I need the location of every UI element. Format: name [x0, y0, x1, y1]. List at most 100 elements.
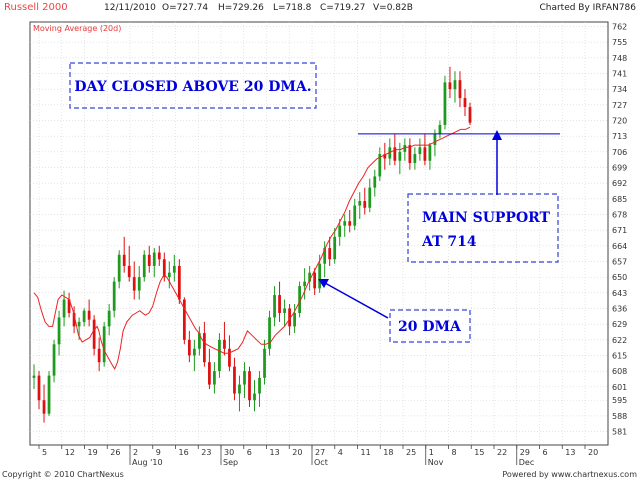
- y-tick-label: 622: [612, 336, 627, 345]
- grid: [30, 22, 608, 445]
- candle-body: [238, 384, 241, 394]
- candle-body: [57, 317, 61, 345]
- chart-date: 12/11/2010: [104, 3, 156, 13]
- candle-body: [378, 154, 382, 177]
- candle-body: [353, 205, 357, 226]
- y-tick-label: 734: [612, 85, 627, 94]
- x-tick-label: 1: [429, 448, 434, 457]
- candle-body: [223, 339, 226, 349]
- x-tick-label: 30: [224, 448, 234, 457]
- x-tick-label: 12: [65, 448, 75, 457]
- dma-arrow: [324, 282, 389, 319]
- candle-body: [323, 248, 327, 264]
- candle-body: [152, 252, 156, 266]
- chart-high: H=729.26: [218, 3, 264, 13]
- candle-body: [107, 310, 111, 327]
- candle-body: [318, 263, 322, 289]
- y-tick-label: 601: [612, 383, 627, 392]
- candle-body: [142, 254, 146, 278]
- candle-body: [263, 348, 266, 378]
- candle-body: [243, 371, 246, 385]
- candle-body: [368, 187, 372, 208]
- y-tick-label: 643: [612, 289, 627, 298]
- x-month-label: Nov: [428, 458, 444, 467]
- candle-body: [218, 339, 221, 372]
- chart-volume: V=0.82B: [373, 3, 413, 13]
- candle-body: [167, 272, 171, 278]
- day-closed-box: [69, 62, 317, 109]
- chart-low: L=718.8: [273, 3, 312, 13]
- x-tick-label: 23: [201, 448, 211, 457]
- candle-body: [47, 375, 51, 414]
- day-closed-label: DAY CLOSED ABOVE 20 DMA.: [74, 79, 311, 95]
- candle-body: [328, 248, 332, 260]
- candle-body: [137, 277, 141, 291]
- x-tick-label: 19: [88, 448, 98, 457]
- candle-body: [147, 254, 151, 266]
- candle-body: [192, 348, 196, 356]
- y-tick-label: 588: [612, 412, 627, 421]
- x-tick-label: 5: [42, 448, 47, 457]
- support-arrowhead: [492, 130, 502, 140]
- x-tick-label: 29: [520, 448, 530, 457]
- candle-body: [268, 317, 271, 349]
- candle-body: [453, 80, 457, 90]
- candle-body: [248, 371, 251, 401]
- x-tick-label: 22: [497, 448, 507, 457]
- candle-body: [273, 295, 276, 318]
- candle-body: [67, 299, 71, 313]
- y-tick-label: 727: [612, 101, 627, 110]
- x-month-label: Aug '10: [132, 458, 163, 467]
- y-tick-label: 608: [612, 367, 627, 376]
- candle-body: [233, 366, 236, 394]
- candle-body: [213, 371, 216, 385]
- candle-body: [428, 145, 432, 161]
- x-tick-label: 11: [361, 448, 371, 457]
- x-tick-label: 4: [338, 448, 343, 457]
- candle-body: [458, 80, 462, 99]
- candle-body: [333, 236, 337, 260]
- candle-body: [448, 82, 452, 90]
- candle-body: [403, 145, 407, 152]
- y-tick-label: 629: [612, 320, 627, 329]
- candle-body: [52, 344, 56, 376]
- powered-by: Powered by www.chartnexus.com: [502, 470, 637, 479]
- candle-body: [303, 281, 306, 287]
- x-tick-label: 8: [452, 448, 457, 457]
- y-tick-label: 699: [612, 163, 627, 172]
- candle-body: [157, 252, 161, 260]
- candle-body: [72, 312, 76, 327]
- candle-body: [293, 312, 296, 327]
- y-tick-label: 762: [612, 22, 627, 31]
- y-tick-label: 664: [612, 242, 627, 251]
- x-tick-label: 27: [315, 448, 325, 457]
- candle-body: [308, 272, 312, 282]
- candle-body: [208, 362, 211, 385]
- candle-body: [117, 254, 121, 282]
- main-support-label-2: AT 714: [421, 234, 477, 250]
- x-tick-label: 18: [383, 448, 393, 457]
- y-axis: 581 588 595 601 608 615 622 629 636 643 650 657 664 6…: [612, 22, 627, 436]
- x-axis: 5 12 19 26 2 9 16 23 30 6 13 20 27 4 11 18 25 1 8 15 22 29 6 13…: [38, 445, 598, 467]
- y-tick-label: 755: [612, 38, 627, 47]
- candle-body: [313, 272, 317, 289]
- candle-body: [203, 333, 206, 363]
- candle-body: [198, 333, 201, 349]
- candle-body: [373, 176, 377, 188]
- y-tick-label: 581: [612, 428, 627, 437]
- x-month-label: Dec: [519, 458, 534, 467]
- main-support-label-1: MAIN SUPPORT: [422, 210, 551, 226]
- candle-body: [443, 82, 447, 125]
- candle-body: [278, 295, 281, 313]
- candle-body: [182, 299, 186, 340]
- candle-body: [338, 225, 342, 237]
- candle-body: [383, 154, 387, 159]
- y-tick-label: 713: [612, 132, 627, 141]
- candle-body: [228, 348, 231, 367]
- candles: [32, 66, 472, 423]
- x-tick-label: 9: [156, 448, 161, 457]
- x-tick-label: 13: [270, 448, 280, 457]
- y-tick-label: 650: [612, 273, 627, 282]
- candle-body: [463, 98, 467, 108]
